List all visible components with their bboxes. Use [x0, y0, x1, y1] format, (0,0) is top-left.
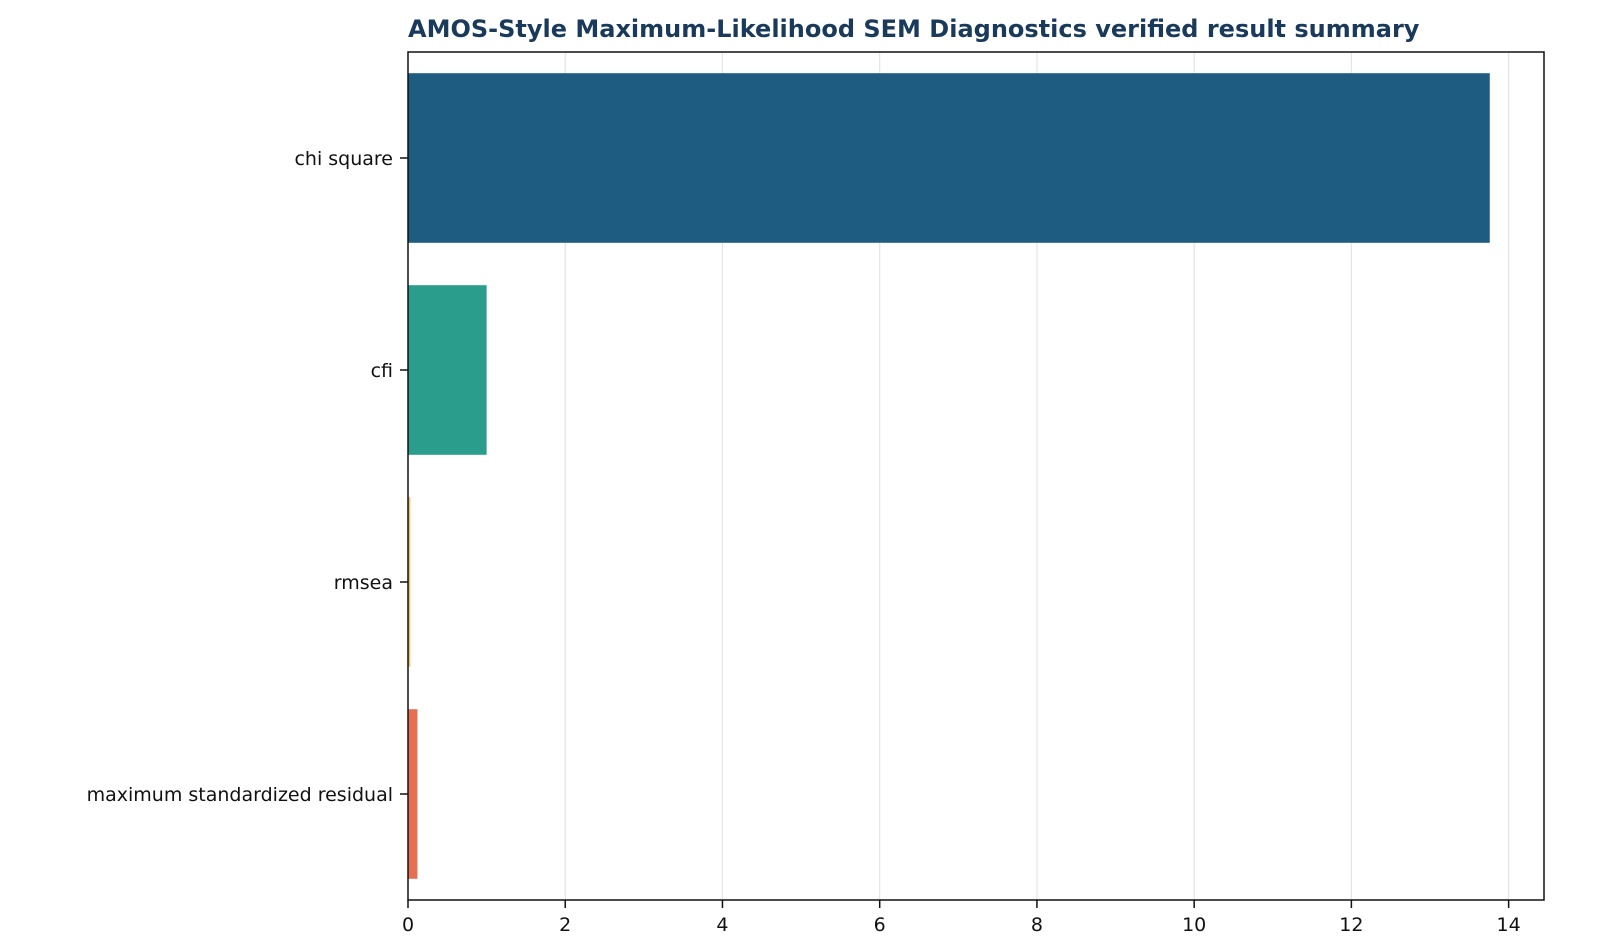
y-tick-label-cfi: cfi [371, 360, 393, 382]
x-tick-label-7: 14 [1497, 914, 1521, 936]
x-tick-label-1: 2 [559, 914, 571, 936]
x-tick-label-6: 12 [1339, 914, 1363, 936]
bar-cfi [408, 285, 487, 455]
bars [408, 73, 1490, 879]
bar-rmsea [408, 497, 411, 667]
x-tick-label-2: 4 [716, 914, 728, 936]
bar-maximum-standardized-residual [408, 709, 418, 879]
bar-chi-square [408, 73, 1490, 243]
y-axis-ticks: chi square cfi rmsea maximum standardized r… [87, 148, 408, 806]
x-tick-label-0: 0 [402, 914, 414, 936]
chart-title: AMOS-Style Maximum-Likelihood SEM Diagno… [408, 15, 1420, 43]
y-tick-label-chi-square: chi square [294, 148, 393, 170]
x-tick-label-4: 8 [1031, 914, 1043, 936]
x-tick-label-5: 10 [1182, 914, 1206, 936]
y-tick-label-maximum-standardized-residual: maximum standardized residual [87, 784, 393, 806]
x-axis-ticks: 0 2 4 6 8 10 12 14 [402, 900, 1521, 936]
plot-frame [407, 51, 1545, 901]
x-tick-label-3: 6 [874, 914, 886, 936]
y-tick-label-rmsea: rmsea [334, 572, 393, 594]
